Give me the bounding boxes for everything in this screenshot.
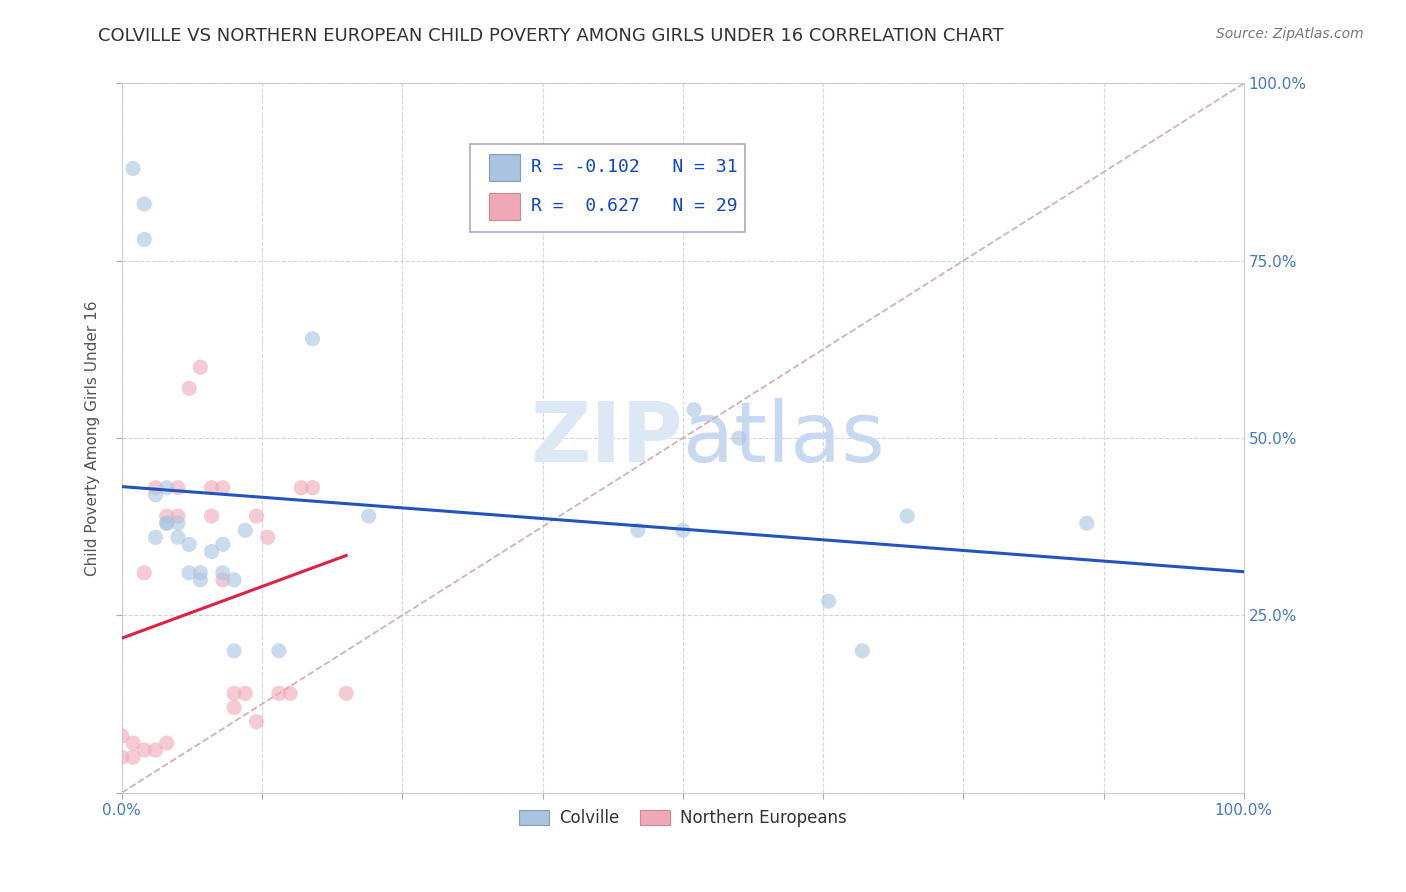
Text: R = -0.102   N = 31: R = -0.102 N = 31 bbox=[531, 158, 738, 176]
Point bbox=[111, 750, 134, 764]
Point bbox=[290, 481, 312, 495]
Point bbox=[896, 509, 918, 524]
Point bbox=[156, 516, 179, 530]
Point bbox=[145, 481, 167, 495]
Point bbox=[245, 714, 267, 729]
Point bbox=[190, 360, 212, 375]
Point bbox=[211, 573, 233, 587]
Point bbox=[200, 481, 222, 495]
Point bbox=[335, 686, 357, 700]
Point bbox=[145, 530, 167, 544]
Point bbox=[156, 481, 179, 495]
Text: Source: ZipAtlas.com: Source: ZipAtlas.com bbox=[1216, 27, 1364, 41]
Point bbox=[357, 509, 380, 524]
Point bbox=[851, 644, 873, 658]
Y-axis label: Child Poverty Among Girls Under 16: Child Poverty Among Girls Under 16 bbox=[86, 301, 100, 576]
Point bbox=[817, 594, 839, 608]
Point bbox=[672, 523, 695, 537]
Point bbox=[233, 686, 256, 700]
Point bbox=[156, 736, 179, 750]
Point bbox=[233, 523, 256, 537]
Point bbox=[179, 537, 201, 551]
Point bbox=[122, 750, 145, 764]
Point bbox=[179, 381, 201, 395]
Point bbox=[256, 530, 278, 544]
Point bbox=[122, 736, 145, 750]
Point bbox=[728, 431, 751, 445]
Point bbox=[179, 566, 201, 580]
Point bbox=[1076, 516, 1098, 530]
Point bbox=[683, 402, 706, 417]
Point bbox=[211, 566, 233, 580]
Point bbox=[222, 686, 245, 700]
Legend: Colville, Northern Europeans: Colville, Northern Europeans bbox=[513, 803, 853, 834]
Point bbox=[122, 161, 145, 176]
FancyBboxPatch shape bbox=[489, 153, 520, 180]
Point bbox=[267, 644, 290, 658]
Point bbox=[134, 743, 156, 757]
Point bbox=[301, 332, 323, 346]
Point bbox=[222, 573, 245, 587]
Text: ZIP: ZIP bbox=[530, 398, 683, 478]
Point bbox=[190, 573, 212, 587]
Point bbox=[211, 537, 233, 551]
Point bbox=[200, 509, 222, 524]
FancyBboxPatch shape bbox=[489, 193, 520, 219]
Point bbox=[245, 509, 267, 524]
Point bbox=[134, 197, 156, 211]
Point bbox=[278, 686, 301, 700]
Point bbox=[301, 481, 323, 495]
Point bbox=[167, 530, 190, 544]
Point bbox=[267, 686, 290, 700]
Point bbox=[200, 544, 222, 558]
Point bbox=[222, 700, 245, 714]
Point bbox=[111, 729, 134, 743]
Point bbox=[167, 509, 190, 524]
Point bbox=[167, 516, 190, 530]
Point bbox=[627, 523, 650, 537]
Point bbox=[156, 509, 179, 524]
Point bbox=[222, 644, 245, 658]
Point bbox=[145, 488, 167, 502]
Point bbox=[167, 481, 190, 495]
FancyBboxPatch shape bbox=[470, 144, 745, 233]
Text: R =  0.627   N = 29: R = 0.627 N = 29 bbox=[531, 197, 738, 215]
Text: atlas: atlas bbox=[683, 398, 884, 478]
Point bbox=[190, 566, 212, 580]
Point bbox=[211, 481, 233, 495]
Text: COLVILLE VS NORTHERN EUROPEAN CHILD POVERTY AMONG GIRLS UNDER 16 CORRELATION CHA: COLVILLE VS NORTHERN EUROPEAN CHILD POVE… bbox=[98, 27, 1004, 45]
Point bbox=[156, 516, 179, 530]
Point bbox=[134, 232, 156, 246]
Point bbox=[134, 566, 156, 580]
Point bbox=[145, 743, 167, 757]
